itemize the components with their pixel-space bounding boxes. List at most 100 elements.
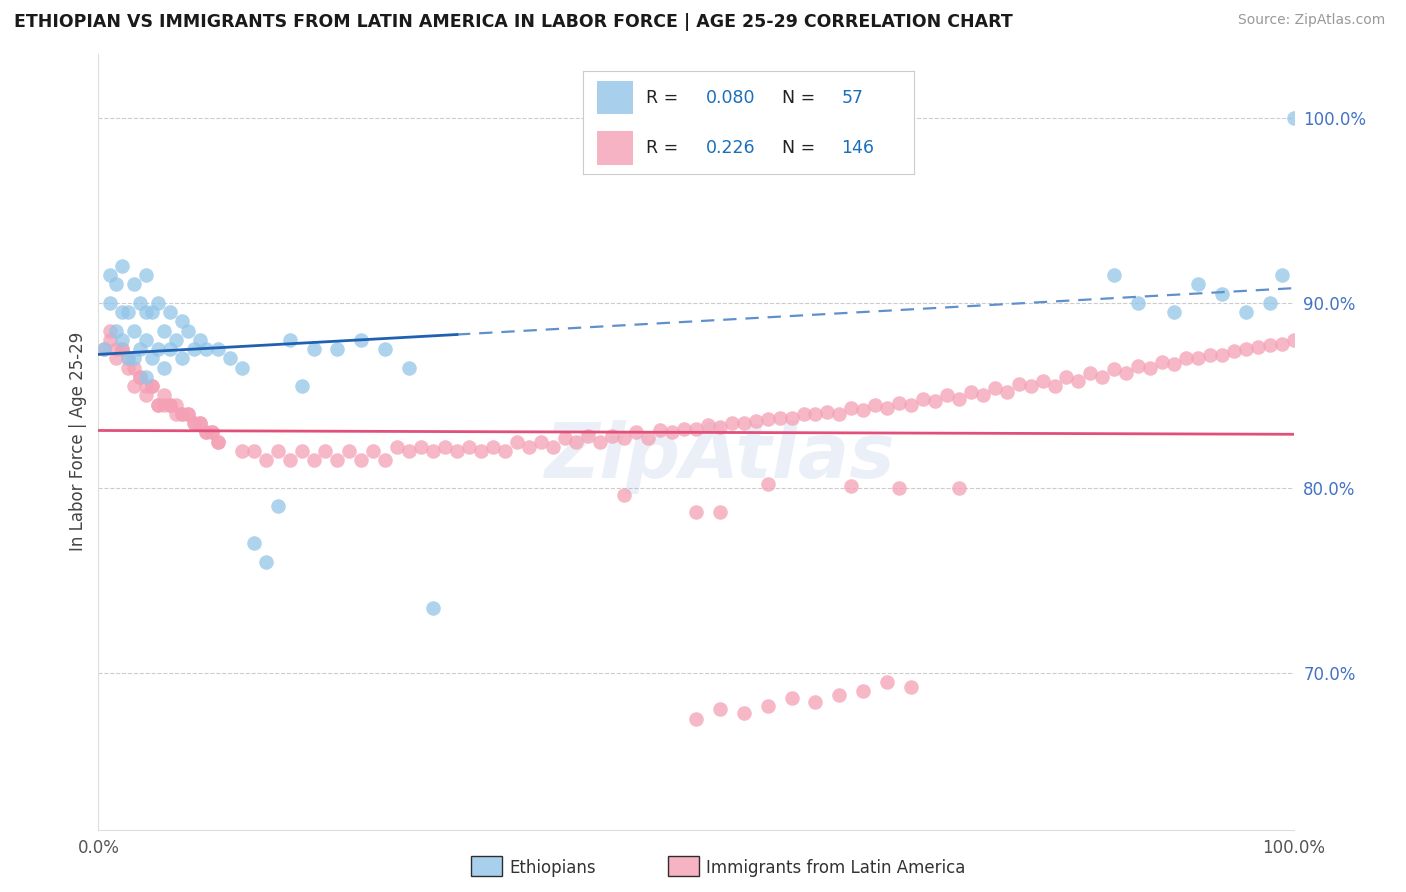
Point bbox=[141, 351, 163, 366]
Point bbox=[398, 360, 420, 375]
Point bbox=[685, 505, 707, 519]
Point bbox=[900, 398, 922, 412]
Point bbox=[1019, 379, 1042, 393]
Point bbox=[780, 691, 803, 706]
Point bbox=[148, 296, 170, 310]
Point bbox=[841, 401, 863, 416]
Text: ZipAtlas: ZipAtlas bbox=[544, 420, 896, 494]
Point bbox=[865, 398, 887, 412]
Point bbox=[124, 324, 146, 338]
Point bbox=[93, 342, 115, 356]
Point bbox=[219, 351, 242, 366]
Point bbox=[231, 443, 253, 458]
Point bbox=[1032, 374, 1054, 388]
Point bbox=[721, 416, 744, 430]
Point bbox=[685, 712, 707, 726]
Point bbox=[1282, 333, 1305, 347]
Point bbox=[626, 425, 648, 440]
Point bbox=[745, 414, 768, 428]
Text: 0.080: 0.080 bbox=[706, 88, 755, 106]
Point bbox=[188, 416, 211, 430]
Point bbox=[135, 333, 157, 347]
Point bbox=[117, 360, 139, 375]
Point bbox=[1008, 377, 1031, 392]
Point bbox=[291, 443, 314, 458]
Point bbox=[1187, 351, 1209, 366]
Point bbox=[374, 453, 396, 467]
Point bbox=[756, 412, 779, 426]
Point bbox=[350, 333, 373, 347]
Point bbox=[565, 434, 588, 449]
Point bbox=[889, 481, 911, 495]
Point bbox=[613, 431, 636, 445]
Point bbox=[554, 431, 576, 445]
Point bbox=[602, 429, 624, 443]
Point bbox=[1104, 268, 1126, 283]
Point bbox=[578, 429, 600, 443]
Point bbox=[172, 351, 194, 366]
Point bbox=[984, 381, 1007, 395]
Point bbox=[1163, 357, 1185, 371]
Point bbox=[613, 488, 636, 502]
Point bbox=[1258, 296, 1281, 310]
Point bbox=[254, 555, 277, 569]
Point bbox=[148, 398, 170, 412]
Point bbox=[804, 695, 827, 709]
Point bbox=[411, 440, 433, 454]
Point bbox=[267, 443, 290, 458]
Point bbox=[183, 416, 205, 430]
Point bbox=[889, 395, 911, 409]
Point bbox=[1234, 342, 1257, 356]
Text: Immigrants from Latin America: Immigrants from Latin America bbox=[706, 859, 965, 877]
Text: N =: N = bbox=[782, 139, 821, 157]
Point bbox=[135, 379, 157, 393]
Point bbox=[188, 333, 211, 347]
Point bbox=[339, 443, 361, 458]
Point bbox=[105, 342, 128, 356]
Point bbox=[434, 440, 457, 454]
Point bbox=[105, 351, 128, 366]
Point bbox=[804, 407, 827, 421]
Point bbox=[506, 434, 529, 449]
Point bbox=[363, 443, 385, 458]
Point bbox=[98, 333, 122, 347]
Point bbox=[111, 342, 134, 356]
Point bbox=[117, 351, 139, 366]
Point bbox=[243, 536, 266, 550]
Point bbox=[793, 407, 815, 421]
Point bbox=[673, 422, 696, 436]
Point bbox=[900, 680, 922, 694]
Point bbox=[195, 425, 218, 440]
Point bbox=[852, 684, 875, 698]
Point bbox=[709, 419, 731, 434]
Point bbox=[422, 600, 444, 615]
Point bbox=[470, 443, 492, 458]
Point bbox=[780, 410, 803, 425]
Point bbox=[153, 388, 176, 402]
Point bbox=[936, 388, 959, 402]
Point bbox=[172, 407, 194, 421]
Text: N =: N = bbox=[782, 88, 821, 106]
Point bbox=[1163, 305, 1185, 319]
Point bbox=[141, 379, 163, 393]
Point bbox=[948, 481, 970, 495]
Bar bbox=[596, 131, 633, 165]
Point bbox=[648, 424, 672, 438]
Point bbox=[1152, 355, 1174, 369]
Point bbox=[1175, 351, 1198, 366]
Point bbox=[278, 453, 301, 467]
Bar bbox=[596, 80, 633, 114]
Text: 0.226: 0.226 bbox=[706, 139, 755, 157]
Point bbox=[876, 674, 898, 689]
Point bbox=[768, 410, 790, 425]
Point bbox=[709, 702, 731, 716]
Point bbox=[291, 379, 314, 393]
Point bbox=[398, 443, 420, 458]
Point bbox=[153, 360, 176, 375]
Point bbox=[129, 296, 152, 310]
Point bbox=[141, 379, 163, 393]
Point bbox=[1223, 343, 1246, 358]
Point bbox=[254, 453, 277, 467]
Point bbox=[124, 277, 146, 292]
Point bbox=[494, 443, 516, 458]
